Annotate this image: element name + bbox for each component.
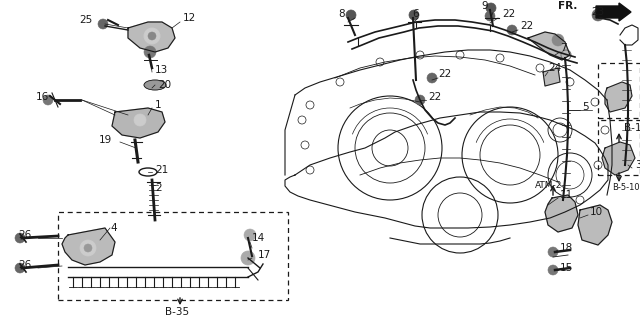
Circle shape — [409, 10, 419, 20]
Text: 22: 22 — [520, 21, 533, 31]
Circle shape — [15, 233, 25, 243]
Circle shape — [346, 10, 356, 20]
Circle shape — [507, 25, 517, 35]
Bar — [598, 63, 640, 118]
Circle shape — [548, 265, 558, 275]
Text: 12: 12 — [183, 13, 196, 23]
Text: 17: 17 — [258, 250, 271, 260]
Circle shape — [144, 46, 156, 58]
Circle shape — [427, 73, 437, 83]
Circle shape — [486, 3, 496, 13]
Circle shape — [134, 114, 146, 126]
Text: 7: 7 — [560, 43, 566, 53]
Text: 21: 21 — [155, 165, 168, 175]
Text: B-35: B-35 — [165, 307, 189, 317]
Circle shape — [148, 32, 156, 40]
Ellipse shape — [144, 80, 166, 90]
Bar — [598, 120, 640, 175]
Text: 24: 24 — [548, 63, 561, 73]
Circle shape — [80, 240, 96, 256]
Text: 10: 10 — [590, 207, 603, 217]
Polygon shape — [528, 32, 570, 60]
Text: 22: 22 — [502, 9, 515, 19]
Polygon shape — [112, 108, 165, 138]
Text: 16: 16 — [36, 92, 49, 102]
Polygon shape — [545, 195, 578, 232]
Polygon shape — [128, 22, 175, 52]
Text: 22: 22 — [438, 69, 451, 79]
Circle shape — [98, 19, 108, 29]
Text: B-5-10: B-5-10 — [612, 183, 639, 192]
Text: 19: 19 — [99, 135, 112, 145]
Text: 26: 26 — [18, 260, 31, 270]
Text: ATM-2: ATM-2 — [535, 181, 563, 190]
Polygon shape — [543, 68, 560, 86]
Bar — [58, 212, 288, 300]
Text: 25: 25 — [79, 15, 92, 25]
Text: 23: 23 — [592, 7, 605, 17]
Text: 2: 2 — [155, 183, 162, 193]
Circle shape — [485, 11, 495, 21]
Circle shape — [552, 34, 564, 46]
Text: 9: 9 — [481, 1, 488, 11]
Text: 20: 20 — [158, 80, 171, 90]
Circle shape — [144, 28, 160, 44]
Text: 4: 4 — [110, 223, 116, 233]
Circle shape — [15, 263, 25, 273]
Text: 18: 18 — [560, 243, 573, 253]
Circle shape — [592, 9, 604, 21]
Polygon shape — [578, 205, 612, 245]
Circle shape — [43, 95, 53, 105]
FancyArrow shape — [596, 3, 631, 21]
Circle shape — [548, 247, 558, 257]
Text: 3: 3 — [635, 160, 640, 170]
Circle shape — [84, 244, 92, 252]
Text: 5: 5 — [582, 102, 589, 112]
Text: 15: 15 — [560, 263, 573, 273]
Text: B-1: B-1 — [624, 123, 640, 133]
Circle shape — [244, 229, 256, 241]
Text: 14: 14 — [252, 233, 265, 243]
Text: 11: 11 — [560, 190, 573, 200]
Circle shape — [415, 95, 425, 105]
Text: 22: 22 — [428, 92, 441, 102]
Polygon shape — [602, 142, 635, 175]
Text: 13: 13 — [155, 65, 168, 75]
Text: 1: 1 — [155, 100, 162, 110]
Text: 6: 6 — [412, 9, 419, 19]
Circle shape — [241, 251, 255, 265]
Polygon shape — [62, 228, 115, 265]
Polygon shape — [605, 82, 632, 112]
Text: 8: 8 — [339, 9, 345, 19]
Text: 26: 26 — [18, 230, 31, 240]
Text: FR.: FR. — [558, 1, 577, 11]
